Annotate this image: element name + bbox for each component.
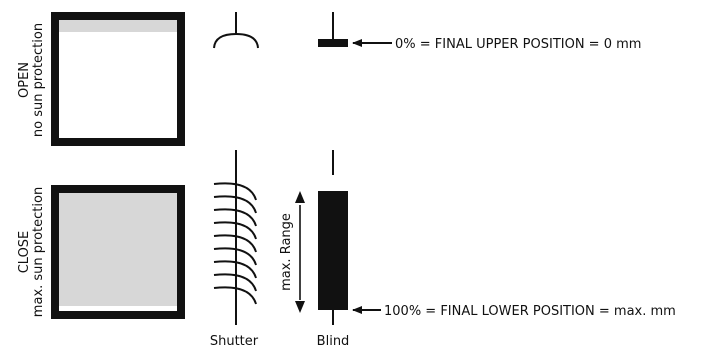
- open-blind-symbol: [318, 12, 348, 47]
- range-arrow: max. Range: [279, 191, 305, 313]
- lower-position-label: 100% = FINAL LOWER POSITION = max. mm: [384, 304, 676, 319]
- close-label-line2: max. sun protection: [31, 187, 46, 317]
- upper-position-annotation: 0% = FINAL UPPER POSITION = 0 mm: [352, 37, 641, 52]
- open-shade-strip: [59, 20, 177, 32]
- closed-shutter-symbol: [213, 150, 257, 325]
- lower-position-annotation: 100% = FINAL LOWER POSITION = max. mm: [352, 304, 676, 319]
- range-label: max. Range: [279, 213, 294, 291]
- open-shutter-symbol: [213, 12, 259, 49]
- open-state-label: OPEN no sun protection: [17, 23, 46, 137]
- open-label-line2: no sun protection: [31, 23, 46, 137]
- closed-blind-symbol: [318, 150, 348, 325]
- blind-caption: Blind: [317, 334, 350, 349]
- closed-shade-fill: [59, 193, 177, 306]
- closed-window: [51, 185, 185, 319]
- upper-position-label: 0% = FINAL UPPER POSITION = 0 mm: [395, 37, 641, 52]
- open-label-line1: OPEN: [17, 62, 32, 98]
- close-label-line1: CLOSE: [17, 231, 32, 274]
- open-window: [51, 12, 185, 146]
- close-state-label: CLOSE max. sun protection: [17, 187, 46, 317]
- shutter-caption: Shutter: [210, 334, 259, 349]
